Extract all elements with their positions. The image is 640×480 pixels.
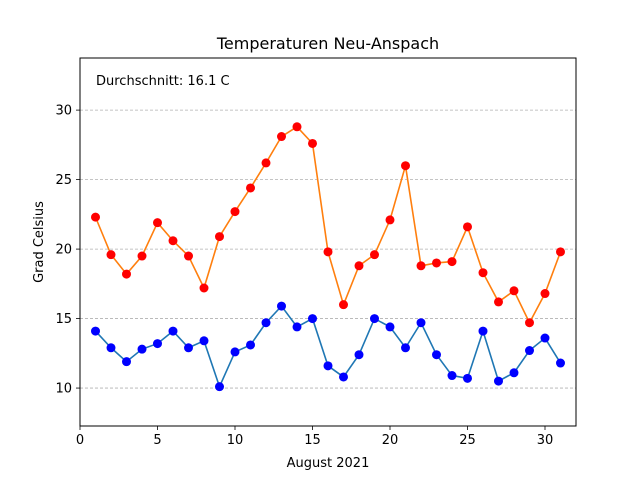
data-point-max	[261, 158, 271, 168]
average-annotation: Durchschnitt: 16.1 C	[96, 74, 230, 89]
data-point-min	[463, 373, 472, 383]
data-point-min	[478, 326, 488, 336]
data-point-min	[370, 314, 379, 324]
y-tick-label: 30	[55, 104, 72, 119]
y-axis-label: Grad Celsius	[32, 201, 47, 283]
data-point-max	[447, 257, 457, 267]
data-point-min	[137, 344, 147, 354]
data-point-min	[106, 343, 116, 353]
data-point-min	[199, 336, 209, 346]
data-point-min	[432, 350, 441, 360]
data-point-min	[308, 314, 317, 324]
series-min	[91, 301, 565, 392]
y-axis-ticks: 10 15 20 25 30	[55, 104, 80, 397]
data-point-max	[106, 250, 116, 260]
y-tick-label: 15	[55, 312, 72, 327]
data-point-min	[401, 343, 410, 353]
data-point-min	[215, 382, 224, 392]
data-point-max	[401, 161, 410, 171]
data-point-min	[261, 318, 271, 328]
y-gridlines	[80, 109, 576, 389]
data-point-max	[277, 132, 286, 142]
data-point-max	[370, 250, 379, 260]
data-point-min	[416, 318, 426, 328]
data-point-max	[184, 251, 193, 261]
data-point-max	[416, 261, 426, 271]
data-point-max	[246, 183, 255, 193]
data-point-max	[478, 268, 488, 278]
data-point-min	[184, 343, 193, 353]
data-point-min	[292, 322, 302, 332]
data-point-min	[556, 358, 565, 368]
data-point-max	[122, 269, 131, 279]
data-point-max	[199, 283, 209, 293]
data-point-min	[540, 333, 550, 343]
plot-area	[80, 58, 576, 426]
x-tick-label: 30	[537, 433, 554, 448]
y-tick-label: 20	[55, 243, 72, 258]
data-point-max	[230, 207, 240, 217]
y-tick-label: 25	[55, 173, 72, 188]
x-axis-label: August 2021	[287, 456, 370, 471]
x-tick-label: 15	[304, 433, 321, 448]
data-point-min	[91, 326, 100, 336]
data-point-max	[525, 318, 534, 328]
x-axis-ticks: 0 5 10 15 20 25 30	[76, 426, 553, 448]
data-point-min	[447, 371, 457, 381]
data-point-min	[385, 322, 395, 332]
data-point-min	[277, 301, 286, 311]
data-point-max	[494, 297, 503, 307]
data-point-max	[509, 286, 519, 296]
data-point-min	[339, 372, 348, 382]
data-point-max	[540, 289, 550, 299]
data-point-min	[122, 357, 131, 367]
data-point-max	[168, 236, 178, 246]
x-tick-label: 25	[459, 433, 476, 448]
data-point-max	[215, 232, 224, 242]
data-point-min	[246, 340, 255, 350]
data-point-max	[432, 258, 441, 268]
data-point-min	[168, 326, 178, 336]
data-point-max	[339, 300, 348, 310]
data-point-min	[230, 347, 240, 357]
x-tick-label: 0	[76, 433, 84, 448]
data-point-max	[153, 218, 162, 228]
data-point-max	[323, 247, 333, 257]
chart-title: Temperaturen Neu-Anspach	[216, 34, 439, 53]
data-point-max	[556, 247, 565, 257]
x-tick-label: 5	[153, 433, 161, 448]
x-tick-label: 20	[382, 433, 399, 448]
data-point-max	[137, 251, 147, 261]
x-tick-label: 10	[227, 433, 244, 448]
data-point-max	[463, 222, 472, 232]
data-point-min	[494, 376, 503, 386]
data-point-max	[292, 122, 302, 132]
data-point-min	[509, 368, 519, 378]
data-point-max	[385, 215, 395, 225]
plot-frame	[79, 57, 577, 427]
data-point-min	[153, 339, 162, 349]
data-point-min	[354, 350, 364, 360]
y-tick-label: 10	[55, 382, 72, 397]
data-point-max	[91, 212, 100, 222]
data-point-max	[354, 261, 364, 271]
series-max	[91, 122, 565, 328]
data-point-min	[323, 361, 333, 371]
data-point-min	[525, 346, 534, 356]
series-group	[91, 122, 565, 392]
data-point-max	[308, 138, 317, 148]
